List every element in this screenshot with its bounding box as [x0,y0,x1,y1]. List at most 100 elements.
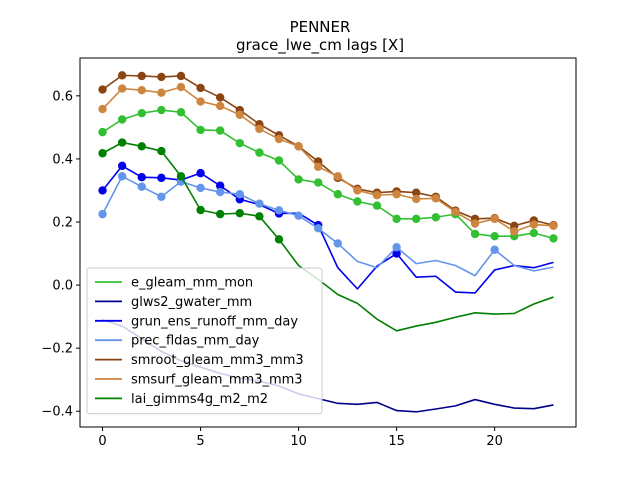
data-point-lai_gimms4g_m2_m2 [196,205,205,215]
data-point-e_gleam_mm_mon [353,197,362,206]
data-point-smroot_gleam_mm3_mm3 [176,71,186,81]
legend-label: prec_fldas_mm_day [131,334,260,349]
y-tick-label: −0.4 [41,405,73,420]
data-point-smsurf_gleam_mm3_mm3 [372,190,382,200]
data-point-prec_fldas_mm_day [255,199,264,208]
chart-title: PENNER [290,18,351,36]
data-point-smroot_gleam_mm3_mm3 [157,72,166,82]
data-point-lai_gimms4g_m2_m2 [137,142,146,151]
data-point-lai_gimms4g_m2_m2 [98,149,107,158]
data-point-e_gleam_mm_mon [255,148,264,157]
data-point-lai_gimms4g_m2_m2 [235,208,244,218]
x-tick-label: 10 [290,434,307,449]
y-tick-label: 0.6 [52,89,73,104]
data-point-e_gleam_mm_mon [333,190,343,199]
data-point-prec_fldas_mm_day [274,206,284,215]
data-point-smsurf_gleam_mm3_mm3 [353,186,362,195]
data-point-lai_gimms4g_m2_m2 [117,138,127,147]
chart-subtitle: grace_lwe_cm lags [X] [236,36,404,55]
data-point-lai_gimms4g_m2_m2 [176,172,186,181]
data-point-prec_fldas_mm_day [490,245,499,254]
data-point-smsurf_gleam_mm3_mm3 [196,97,205,106]
data-point-prec_fldas_mm_day [333,239,343,248]
data-point-smroot_gleam_mm3_mm3 [215,93,225,102]
y-tick-label: 0.0 [52,279,73,294]
data-point-smsurf_gleam_mm3_mm3 [313,162,323,172]
data-point-e_gleam_mm_mon [470,229,480,239]
x-tick-label: 5 [196,434,204,449]
series-line-lai_gimms4g_m2_m2 [102,141,554,332]
data-point-lai_gimms4g_m2_m2 [215,209,225,219]
data-point-lai_gimms4g_m2_m2 [157,146,166,156]
data-point-e_gleam_mm_mon [313,178,323,187]
data-point-smsurf_gleam_mm3_mm3 [294,142,303,151]
data-point-grun_ens_runoff_mm_day [196,168,205,178]
data-point-smsurf_gleam_mm3_mm3 [137,85,146,95]
data-point-smsurf_gleam_mm3_mm3 [255,124,264,134]
data-point-e_gleam_mm_mon [176,108,186,117]
data-point-smsurf_gleam_mm3_mm3 [431,194,441,203]
data-point-prec_fldas_mm_day [392,243,401,252]
data-point-smsurf_gleam_mm3_mm3 [549,221,558,230]
legend-label: lai_gimms4g_m2_m2 [131,392,268,407]
data-point-smsurf_gleam_mm3_mm3 [98,104,107,114]
data-point-prec_fldas_mm_day [215,187,225,197]
data-point-e_gleam_mm_mon [196,125,205,135]
data-point-smsurf_gleam_mm3_mm3 [333,172,343,181]
data-point-grun_ens_runoff_mm_day [157,173,166,183]
data-point-e_gleam_mm_mon [157,105,166,115]
data-point-prec_fldas_mm_day [98,209,107,219]
legend-label: smsurf_gleam_mm3_mm3 [131,373,303,388]
data-point-e_gleam_mm_mon [117,115,127,124]
y-tick-label: −0.2 [41,342,73,357]
data-point-smsurf_gleam_mm3_mm3 [157,88,166,97]
data-point-e_gleam_mm_mon [294,175,303,184]
series-layer [98,71,558,413]
legend: e_gleam_mm_mon glws2_gwater_mm grun_ens_ru… [86,267,323,415]
legend-label: grun_ens_runoff_mm_day [131,314,298,329]
data-point-prec_fldas_mm_day [157,192,166,201]
x-tick-label: 20 [486,434,503,449]
data-point-smroot_gleam_mm3_mm3 [412,188,421,197]
data-point-prec_fldas_mm_day [294,211,303,220]
data-point-prec_fldas_mm_day [235,190,244,199]
data-point-grun_ens_runoff_mm_day [137,173,146,182]
data-point-e_gleam_mm_mon [372,201,382,210]
data-point-e_gleam_mm_mon [274,156,284,165]
data-point-smsurf_gleam_mm3_mm3 [274,134,284,144]
data-point-grun_ens_runoff_mm_day [392,249,401,258]
data-point-grun_ens_runoff_mm_day [215,181,225,190]
data-point-e_gleam_mm_mon [137,108,146,118]
data-point-lai_gimms4g_m2_m2 [274,235,284,244]
data-point-e_gleam_mm_mon [235,138,244,148]
data-point-smsurf_gleam_mm3_mm3 [117,84,127,93]
data-point-smsurf_gleam_mm3_mm3 [235,110,244,119]
data-point-smroot_gleam_mm3_mm3 [98,85,107,94]
data-point-smsurf_gleam_mm3_mm3 [470,219,480,228]
y-tick-label: 0.4 [52,152,73,167]
data-point-smsurf_gleam_mm3_mm3 [451,207,460,217]
x-tick-label: 15 [388,434,405,449]
data-point-smroot_gleam_mm3_mm3 [117,71,127,80]
data-point-smsurf_gleam_mm3_mm3 [392,190,401,199]
legend-label: smroot_gleam_mm3_mm3 [131,353,304,368]
data-point-e_gleam_mm_mon [215,126,225,135]
data-point-e_gleam_mm_mon [412,214,421,224]
y-tick-label: 0.2 [52,216,73,231]
data-point-smsurf_gleam_mm3_mm3 [510,227,519,236]
data-point-e_gleam_mm_mon [431,213,441,222]
legend-label: glws2_gwater_mm [131,295,252,310]
data-point-e_gleam_mm_mon [392,214,401,224]
data-point-lai_gimms4g_m2_m2 [255,212,264,221]
data-point-smsurf_gleam_mm3_mm3 [215,101,225,111]
data-point-grun_ens_runoff_mm_day [98,186,107,195]
data-point-smsurf_gleam_mm3_mm3 [412,194,421,204]
data-point-grun_ens_runoff_mm_day [117,161,127,171]
legend-box [86,267,323,415]
data-point-prec_fldas_mm_day [137,182,146,191]
data-point-smroot_gleam_mm3_mm3 [196,83,205,93]
data-point-smsurf_gleam_mm3_mm3 [490,214,499,224]
x-tick-label: 0 [98,434,106,449]
